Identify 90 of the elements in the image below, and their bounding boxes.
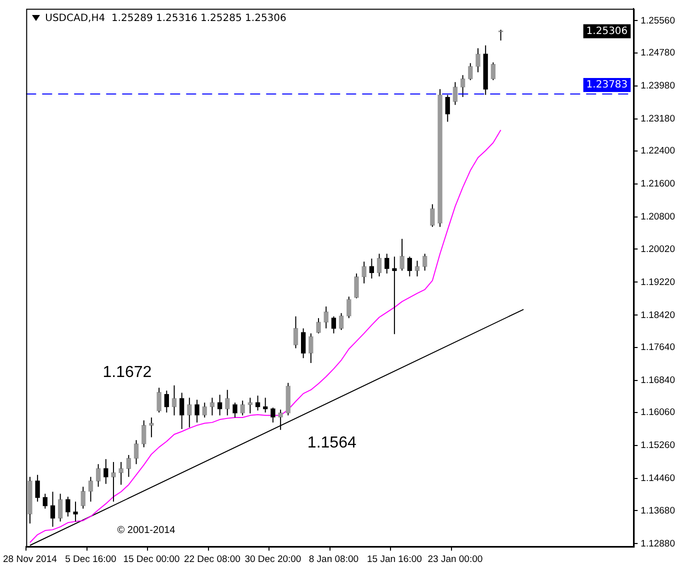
ref-line-label: 1.23783 [586, 80, 628, 91]
y-tick-label: 1.23980 [640, 80, 676, 92]
y-tick-label: 1.23180 [640, 113, 676, 124]
candlestick [73, 501, 78, 522]
x-tick-label: 8 Jan 08:00 [308, 554, 359, 565]
candlestick [430, 204, 435, 228]
candlestick [134, 440, 139, 465]
y-tick-label: 1.21600 [640, 178, 676, 190]
candlestick [483, 44, 488, 96]
candlestick [354, 273, 359, 299]
candlestick [35, 474, 40, 502]
candlestick [179, 392, 184, 430]
candlestick [187, 397, 192, 428]
candlestick [338, 312, 344, 331]
candlestick [369, 258, 374, 279]
candlestick [438, 88, 442, 228]
candlestick [255, 395, 260, 411]
y-tick-label: 1.20800 [640, 212, 676, 223]
x-tick-label: 15 Jan 16:00 [366, 554, 422, 565]
candlestick [194, 399, 200, 423]
candlestick [118, 462, 124, 486]
candlestick [232, 402, 238, 418]
y-tick-label: 1.16840 [640, 374, 676, 386]
candlestick [88, 476, 94, 502]
y-tick-label: 1.12880 [640, 538, 676, 550]
candlestick [240, 400, 245, 416]
candlestick [414, 260, 420, 277]
candlestick [452, 82, 458, 106]
candlestick [202, 402, 207, 418]
y-tick-label: 1.20020 [640, 244, 676, 255]
x-tick-label: 15 Dec 00:00 [123, 554, 180, 565]
candlestick [96, 464, 101, 488]
y-tick-label: 1.13680 [640, 505, 676, 516]
candlestick [308, 332, 314, 364]
candlestick [376, 253, 382, 277]
candlestick [66, 496, 70, 517]
candlestick [58, 493, 63, 522]
x-tick-label: 23 Jan 00:00 [428, 554, 483, 565]
y-tick-label: 1.22400 [640, 146, 676, 157]
candlestick [270, 407, 276, 423]
annotation: 1.25306 [586, 26, 628, 37]
chart-title: USDCAD,H4 1.25289 1.25316 1.25285 1.25306 [45, 12, 286, 24]
candlestick [331, 316, 336, 334]
candlestick [324, 306, 328, 329]
candlestick [126, 454, 131, 478]
candlestick [316, 318, 321, 334]
candlestick [293, 316, 298, 349]
candlestick [111, 462, 116, 502]
x-tick-label: 28 Nov 2014 [3, 554, 57, 565]
y-tick-label: 1.24780 [640, 47, 676, 58]
candlestick [362, 261, 366, 284]
y-tick-label: 1.19220 [640, 276, 676, 288]
candlestick [392, 256, 397, 335]
candlestick [400, 238, 404, 272]
candlestick [468, 62, 473, 81]
candlestick [217, 394, 222, 416]
candlestick [50, 491, 56, 528]
candlestick [80, 486, 86, 510]
annotation: 1.1672 [102, 364, 152, 382]
candlestick [104, 458, 108, 484]
x-tick-label: 5 Dec 16:00 [65, 554, 116, 565]
x-tick-label: 30 Dec 20:00 [244, 554, 302, 565]
candlestick [460, 74, 466, 98]
candlestick [225, 389, 230, 416]
candlestick [278, 409, 283, 430]
candlestick [172, 384, 177, 416]
y-tick-label: 1.25560 [640, 15, 676, 26]
annotation: 1.1564 [307, 434, 356, 452]
candlestick [286, 382, 290, 416]
candlestick [384, 253, 390, 274]
candlestick [490, 62, 496, 81]
candlestick [210, 397, 215, 416]
candlestick [142, 420, 146, 448]
x-tick-label: 22 Dec 08:00 [184, 554, 240, 565]
y-tick-label: 1.15260 [640, 440, 676, 452]
candlestick [346, 296, 352, 319]
candlestick [407, 256, 412, 277]
y-tick-label: 1.16060 [640, 407, 676, 418]
annotation: © 2001-2014 [117, 524, 176, 536]
candlestick [149, 416, 154, 438]
candlestick [156, 387, 162, 414]
y-tick-label: 1.17640 [640, 342, 676, 353]
candlestick [445, 94, 450, 122]
y-tick-label: 1.18420 [640, 310, 676, 321]
candlestick [422, 253, 428, 272]
candlestick [42, 493, 48, 510]
y-tick-label: 1.14460 [640, 473, 676, 484]
candlestick [301, 328, 306, 359]
candlestick [476, 48, 480, 73]
candlestick [164, 390, 169, 414]
